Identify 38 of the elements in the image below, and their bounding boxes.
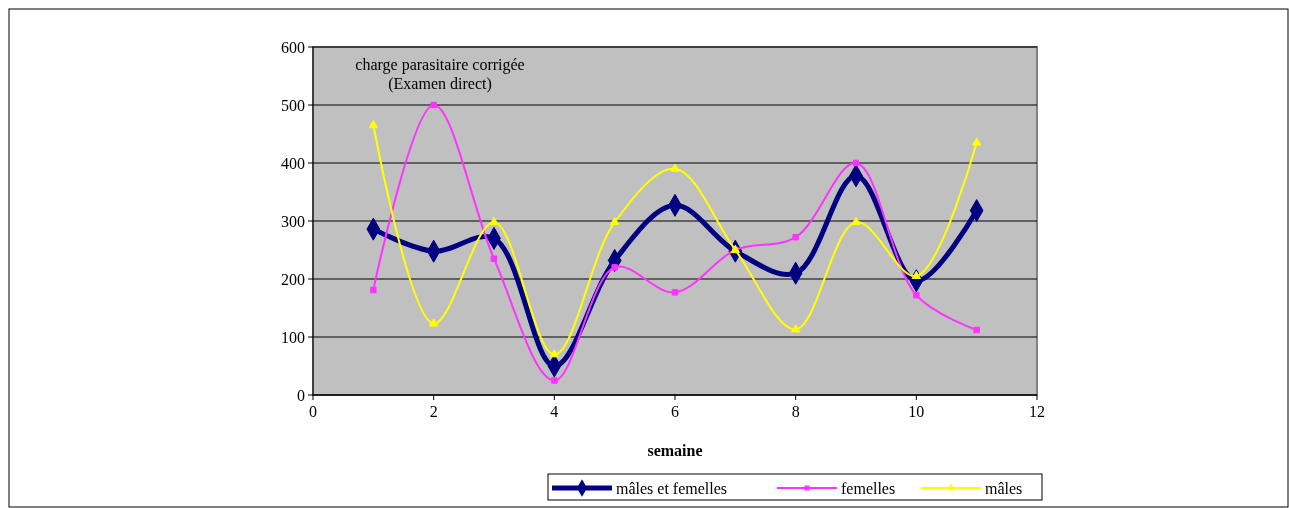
y-tick-label: 100: [281, 328, 305, 346]
y-tick-label: 300: [281, 212, 305, 230]
point: [791, 324, 801, 333]
point: [551, 377, 558, 384]
y-tick-label: 600: [281, 38, 305, 56]
point: [911, 270, 921, 279]
x-tick-label: 10: [908, 403, 925, 420]
point: [670, 163, 680, 172]
y-tick-label: 400: [281, 154, 305, 172]
x-axis-title: semaine: [647, 442, 703, 459]
point: [490, 255, 498, 262]
x-tick-label: 12: [1029, 403, 1045, 420]
x-tick-label: 0: [309, 403, 317, 420]
x-tick-label: 6: [671, 403, 679, 420]
point: [610, 216, 620, 226]
y-tick-label: 0: [297, 386, 305, 404]
text: charge parasitaire corrigée (Examen direct): [355, 56, 525, 93]
x-tick-label: 8: [791, 403, 800, 420]
point: [489, 216, 499, 226]
legend-label: mâles: [985, 479, 1023, 497]
point: [430, 101, 437, 109]
point: [792, 234, 799, 241]
point: [671, 289, 679, 296]
point: [972, 137, 982, 146]
point: [370, 286, 377, 294]
point: [549, 349, 559, 358]
x-tick-label: 4: [550, 403, 559, 420]
x-tick-label: 2: [429, 403, 438, 420]
legend-label: mâles et femelles: [616, 479, 728, 497]
point: [913, 292, 920, 299]
point: [973, 326, 980, 334]
y-tick-label: 200: [281, 270, 305, 288]
point: [368, 119, 378, 129]
legend-label: femelles: [841, 479, 896, 497]
y-tick-label: 500: [281, 96, 305, 114]
point: [429, 318, 439, 327]
point: [851, 216, 861, 226]
point: [611, 264, 618, 271]
